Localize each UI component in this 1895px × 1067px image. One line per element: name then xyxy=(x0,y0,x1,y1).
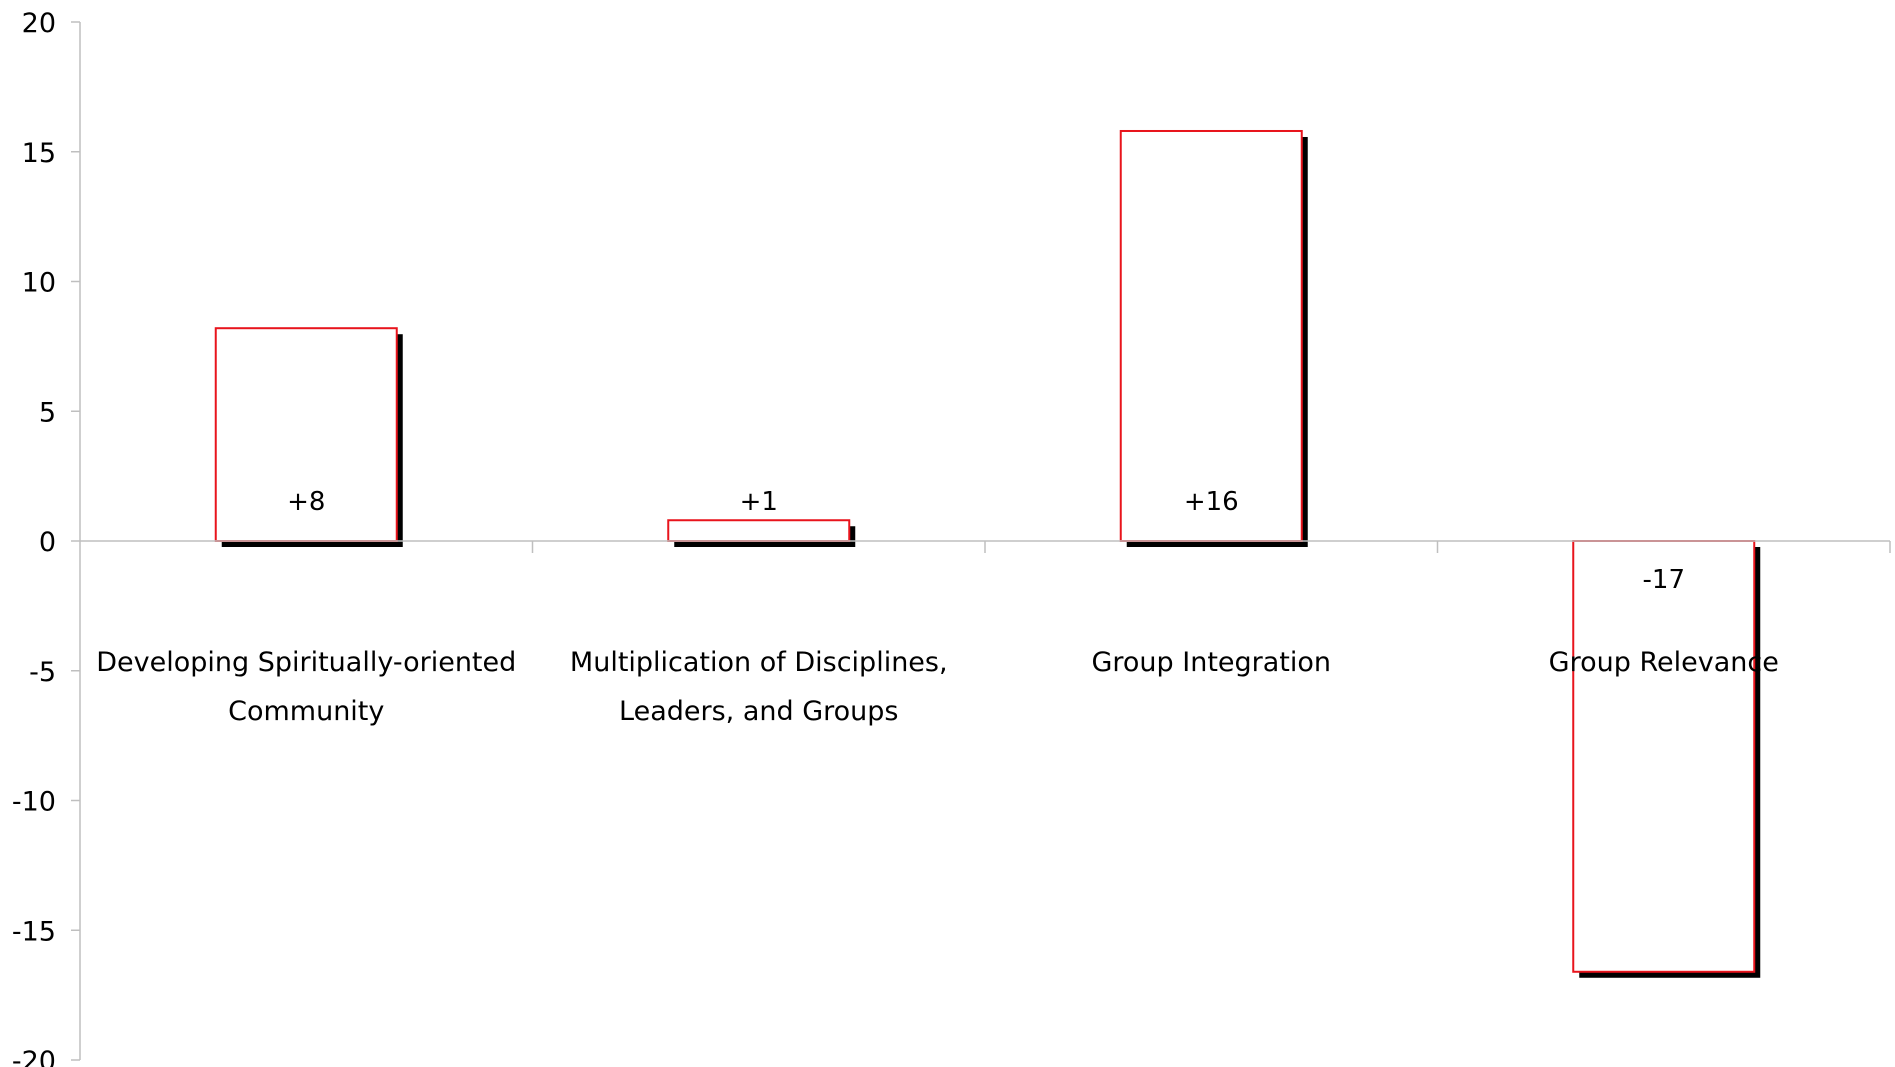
y-tick-label: 20 xyxy=(22,8,56,39)
category-label: Leaders, and Groups xyxy=(619,696,898,727)
bar xyxy=(1572,540,1756,973)
bar-shadows xyxy=(221,136,1761,978)
data-label: +8 xyxy=(287,487,325,517)
bar xyxy=(1119,129,1303,543)
y-axis: 20 15 10 5 0 -5 -10 -15 -20 xyxy=(12,8,81,1067)
bar xyxy=(667,519,851,542)
category-label: Multiplication of Disciplines, xyxy=(570,647,948,678)
y-tick-label: -15 xyxy=(12,916,56,947)
data-label: +1 xyxy=(740,487,778,517)
x-axis xyxy=(80,540,1891,553)
y-tick-label: -10 xyxy=(12,787,56,818)
category-labels: Developing Spiritually-oriented Community… xyxy=(96,647,1779,727)
category-label: Community xyxy=(228,696,384,727)
category-label: Group Integration xyxy=(1091,647,1331,678)
y-tick-label: -20 xyxy=(12,1046,56,1067)
y-tick-label: 15 xyxy=(22,138,56,169)
category-label: Group Relevance xyxy=(1549,647,1779,678)
data-labels: +8 +1 +16 -17 xyxy=(287,487,1685,595)
data-label: -17 xyxy=(1643,565,1685,595)
data-label: +16 xyxy=(1184,487,1239,517)
bars xyxy=(214,129,1756,973)
y-tick-label: 5 xyxy=(39,397,56,428)
y-tick-label: -5 xyxy=(29,657,56,688)
y-tick-label: 10 xyxy=(22,268,56,299)
bar xyxy=(214,327,398,542)
category-label: Developing Spiritually-oriented xyxy=(96,647,516,678)
y-tick-label: 0 xyxy=(39,527,56,558)
